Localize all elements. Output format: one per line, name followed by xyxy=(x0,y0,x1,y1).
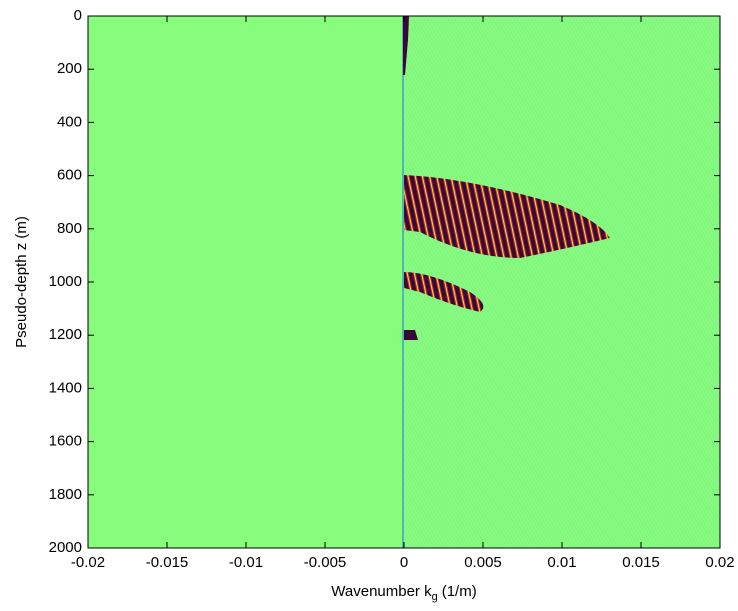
deep-event xyxy=(404,330,418,340)
lower-event xyxy=(404,272,484,312)
texture xyxy=(404,16,720,548)
x-tick-label: 0 xyxy=(400,554,408,571)
x-axis-label-text: Wavenumber k xyxy=(331,583,432,600)
y-tick-label: 400 xyxy=(57,113,82,130)
y-tick-label: 1200 xyxy=(49,326,82,343)
x-tick-label: 0.01 xyxy=(547,554,576,571)
x-axis-label-unit: (1/m) xyxy=(442,583,477,600)
y-tick-label: 1000 xyxy=(49,273,82,290)
y-tick-label: 0 xyxy=(74,7,82,24)
x-axis-label-subscript: g xyxy=(432,591,438,603)
y-tick-label: 1600 xyxy=(49,433,82,450)
x-tick-label: 0.015 xyxy=(622,554,660,571)
x-tick-label: 0.02 xyxy=(705,554,734,571)
y-tick-label: 800 xyxy=(57,220,82,237)
shallow-event xyxy=(403,16,409,75)
image-area xyxy=(88,16,720,548)
x-tick-label: -0.005 xyxy=(304,554,347,571)
y-tick-label: 2000 xyxy=(49,539,82,556)
fan-event xyxy=(404,175,610,258)
x-tick-label: -0.01 xyxy=(229,554,263,571)
y-axis-label: Pseudo-depth z (m) xyxy=(13,216,30,348)
x-tick-label: -0.02 xyxy=(71,554,105,571)
y-tick-label: 200 xyxy=(57,60,82,77)
y-tick-label: 1400 xyxy=(49,379,82,396)
x-tick-label: 0.005 xyxy=(464,554,502,571)
y-tick-label: 1800 xyxy=(49,486,82,503)
x-tick-label: -0.015 xyxy=(146,554,189,571)
y-tick-label: 600 xyxy=(57,167,82,184)
x-axis-label: Wavenumber kg (1/m) xyxy=(331,583,476,603)
